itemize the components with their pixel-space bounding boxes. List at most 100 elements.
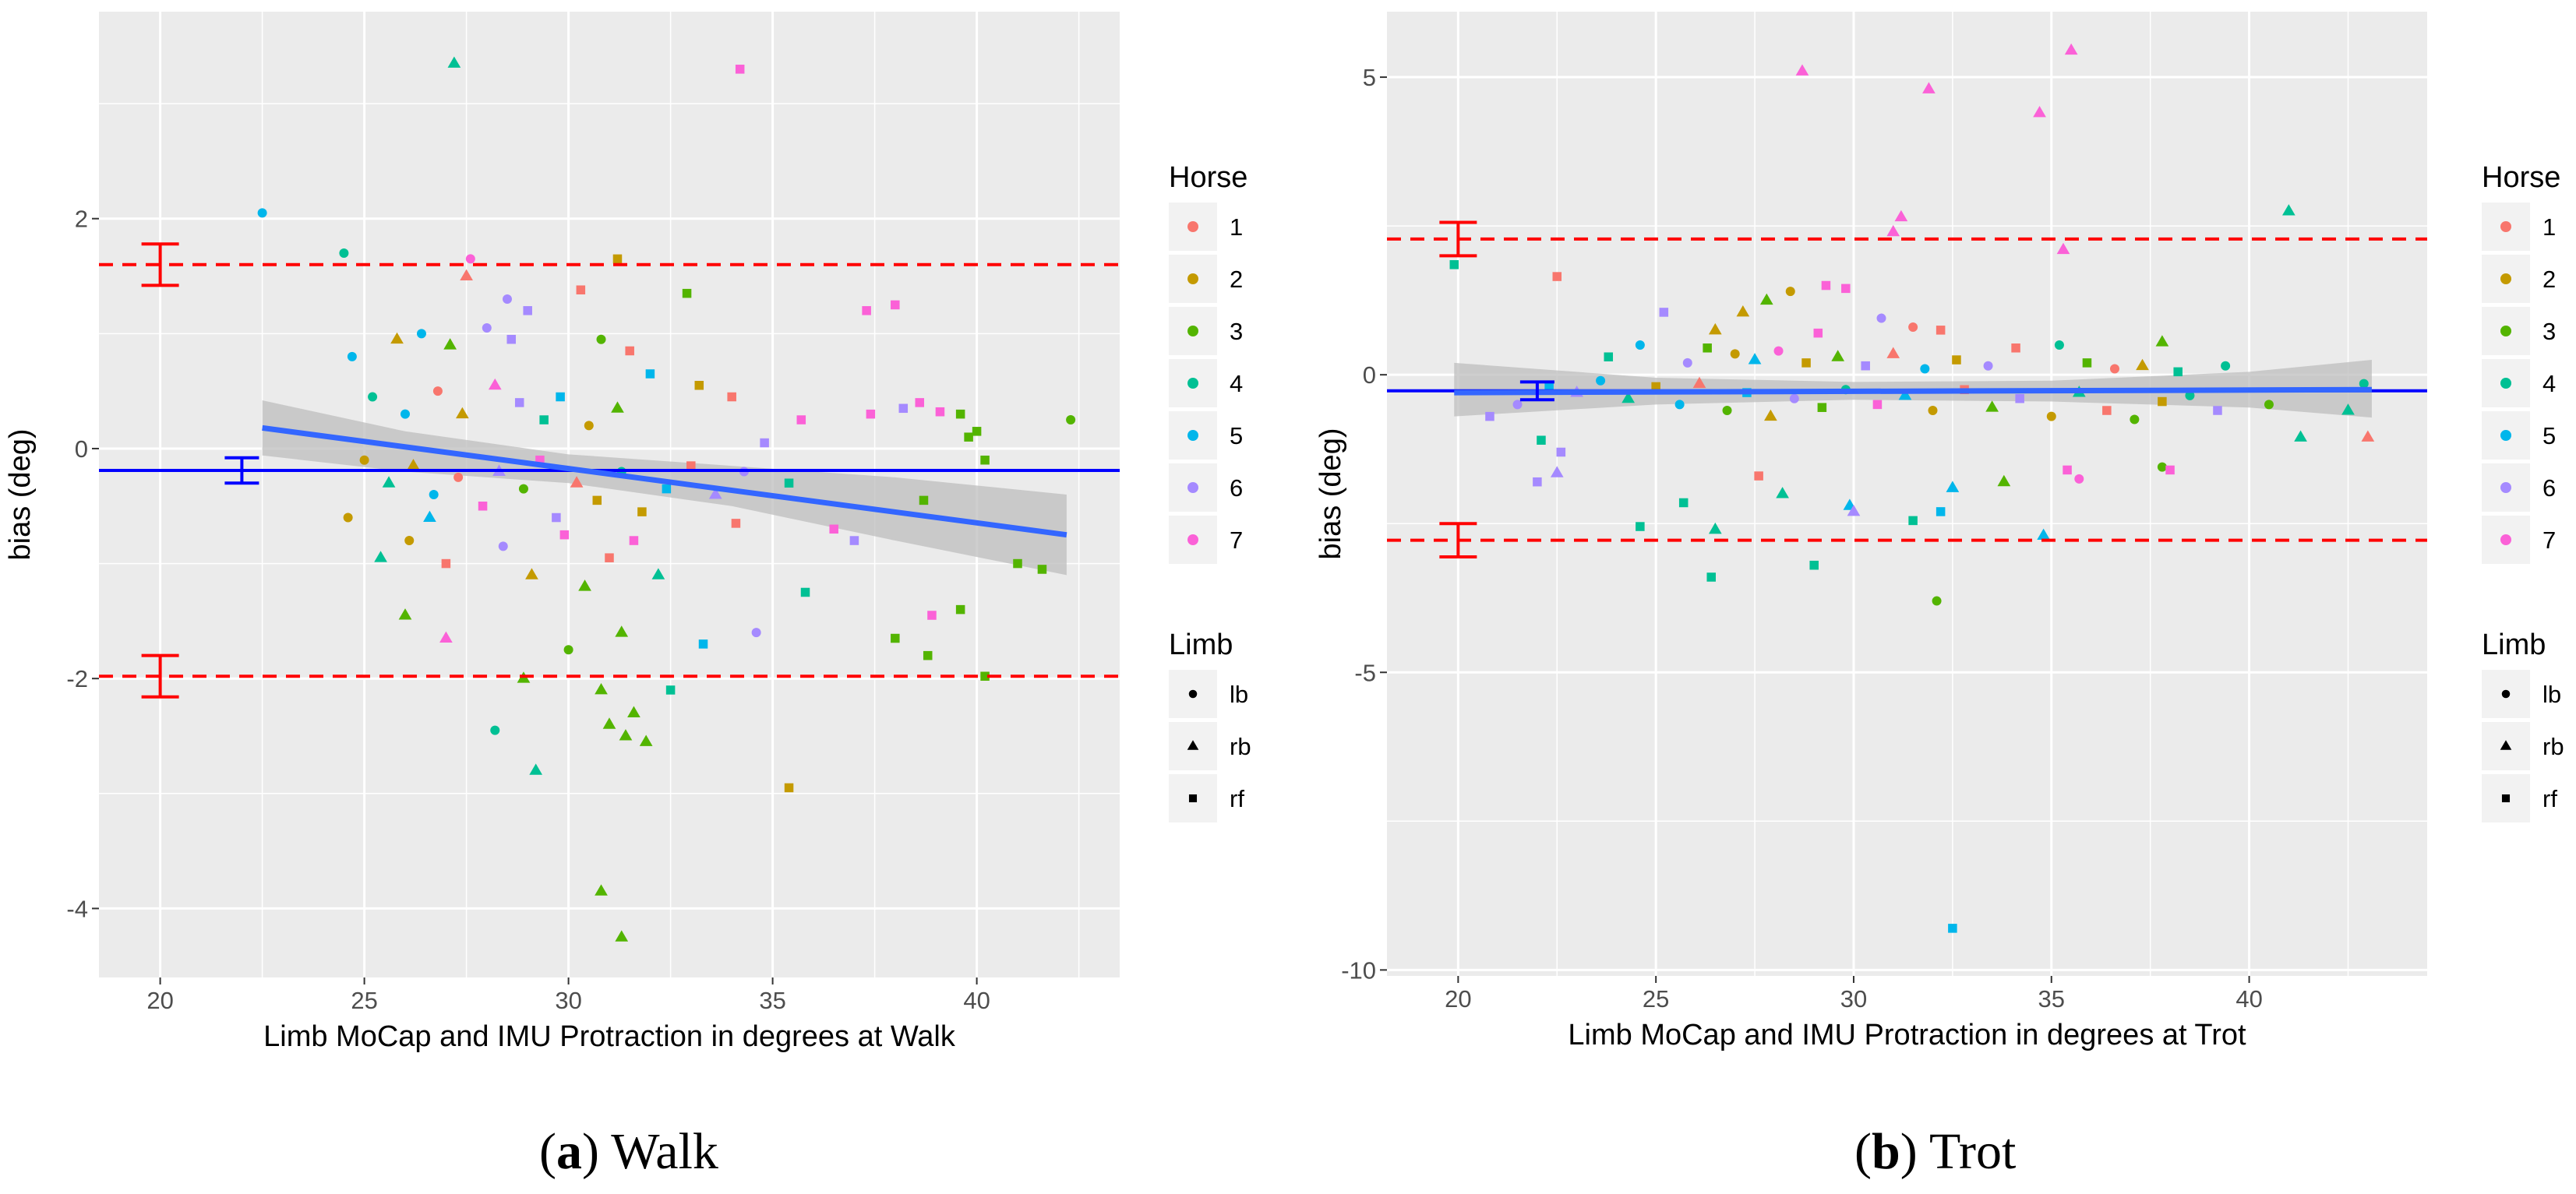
legend-limb-swatch-b-1 [2500, 740, 2512, 750]
y-tick-label-b-0: -10 [1341, 956, 1376, 984]
legend-limb-label-a-0: lb [1230, 681, 1248, 708]
caption-trot: (b) Trot [1854, 1123, 2016, 1180]
data-point-a-19 [596, 334, 606, 344]
data-point-b-36 [1952, 355, 1961, 365]
data-point-b-54 [1764, 409, 1777, 421]
data-point-a-101 [698, 639, 708, 649]
data-point-b-19 [1708, 322, 1722, 335]
data-point-a-64 [343, 512, 353, 523]
data-point-a-27 [539, 415, 549, 424]
data-point-a-75 [651, 568, 665, 579]
legend-horse-swatch-a-5 [1187, 482, 1198, 493]
data-point-a-8 [682, 288, 692, 298]
data-point-a-20 [625, 346, 634, 356]
data-point-a-65 [374, 551, 387, 562]
x-tick-label-a-3: 35 [759, 987, 785, 1014]
legend-horse-swatch-a-0 [1187, 221, 1198, 232]
data-point-b-81 [1706, 572, 1716, 582]
caption-trot-label: b [1872, 1123, 1900, 1180]
data-point-a-48 [453, 472, 464, 482]
data-point-b-0 [1795, 64, 1809, 76]
data-point-a-63 [784, 478, 794, 488]
data-point-b-38 [2082, 358, 2092, 368]
data-point-a-26 [514, 398, 524, 407]
data-point-a-47 [429, 490, 439, 499]
caption-walk-label: a [556, 1123, 582, 1180]
data-point-a-31 [645, 369, 655, 379]
x-tick-label-a-2: 30 [555, 987, 581, 1014]
data-point-b-17 [1908, 322, 1918, 333]
data-point-b-22 [2054, 340, 2064, 350]
data-point-b-44 [1512, 400, 1523, 410]
data-point-a-96 [619, 729, 633, 741]
data-point-b-21 [2011, 343, 2020, 353]
data-point-b-52 [1722, 406, 1732, 416]
data-point-a-60 [708, 488, 722, 499]
data-point-b-85 [1809, 560, 1819, 570]
data-point-b-50 [1674, 400, 1685, 410]
data-point-b-28 [1730, 349, 1740, 359]
data-point-a-13 [347, 351, 357, 361]
data-point-a-6 [612, 254, 623, 264]
legend-horse-title-b: Horse [2482, 161, 2560, 194]
data-point-a-49 [478, 502, 488, 511]
data-point-a-66 [404, 536, 415, 546]
data-point-a-105 [615, 930, 629, 942]
data-point-b-47 [1596, 375, 1606, 386]
plot-background-b [1387, 12, 2427, 976]
data-point-b-95 [2074, 474, 2084, 484]
y-tick-label-a-0: -4 [66, 895, 88, 922]
data-point-b-45 [1544, 382, 1554, 392]
legend-horse-label-a-4: 5 [1230, 422, 1243, 449]
data-point-a-76 [731, 519, 741, 528]
legend-limb-label-a-1: rb [1230, 733, 1251, 760]
data-point-b-3 [2033, 105, 2046, 118]
data-point-b-30 [1773, 346, 1784, 356]
data-point-a-12 [862, 306, 871, 315]
data-point-a-34 [796, 415, 806, 424]
y-tick-label-a-2: 0 [75, 435, 88, 463]
x-axis-title-a: Limb MoCap and IMU Protraction in degree… [263, 1020, 956, 1053]
legend-trot: Horse 1 2 3 4 5 6 7 Limb lb rb rf [2482, 161, 2564, 822]
data-point-b-87 [1847, 504, 1861, 516]
legend-horse-swatch-b-6 [2500, 534, 2511, 545]
data-point-b-94 [2063, 465, 2072, 475]
x-tick-label-b-3: 35 [2038, 985, 2065, 1013]
data-point-a-92 [529, 763, 543, 775]
data-point-b-20 [1813, 328, 1823, 338]
data-point-a-16 [443, 338, 457, 350]
data-point-a-24 [456, 407, 469, 419]
data-point-a-91 [490, 725, 500, 735]
legend-horse-swatch-a-3 [1187, 378, 1198, 389]
legend-horse-label-a-5: 6 [1230, 474, 1243, 502]
data-point-a-46 [407, 459, 420, 470]
data-point-b-70 [2213, 406, 2222, 415]
data-point-b-35 [1920, 364, 1930, 374]
data-point-a-11 [891, 300, 900, 310]
legend-horse-swatch-b-1 [2500, 273, 2511, 284]
data-point-a-59 [686, 461, 696, 470]
data-point-b-80 [1678, 498, 1689, 508]
data-point-b-67 [2130, 414, 2140, 424]
data-point-b-1 [2064, 43, 2078, 55]
data-point-b-43 [1485, 411, 1494, 421]
data-point-a-4 [465, 254, 475, 264]
data-point-a-68 [441, 558, 451, 569]
data-point-a-5 [460, 269, 473, 280]
data-point-a-88 [398, 608, 412, 620]
x-tick-label-b-0: 20 [1445, 985, 1471, 1013]
data-point-b-10 [1785, 287, 1795, 297]
data-point-a-42 [964, 432, 973, 442]
data-point-b-63 [2015, 393, 2024, 403]
y-tick-label-b-1: -5 [1354, 659, 1376, 686]
data-point-a-22 [401, 409, 410, 419]
data-point-b-72 [2341, 403, 2355, 415]
data-point-a-30 [611, 401, 624, 413]
data-point-b-89 [1936, 507, 1946, 516]
data-point-b-41 [2173, 367, 2183, 377]
y-tick-label-a-3: 2 [75, 206, 88, 233]
data-point-b-37 [1983, 361, 1993, 371]
data-point-a-43 [980, 455, 990, 465]
data-point-a-15 [416, 329, 426, 339]
data-point-b-84 [1776, 487, 1789, 498]
